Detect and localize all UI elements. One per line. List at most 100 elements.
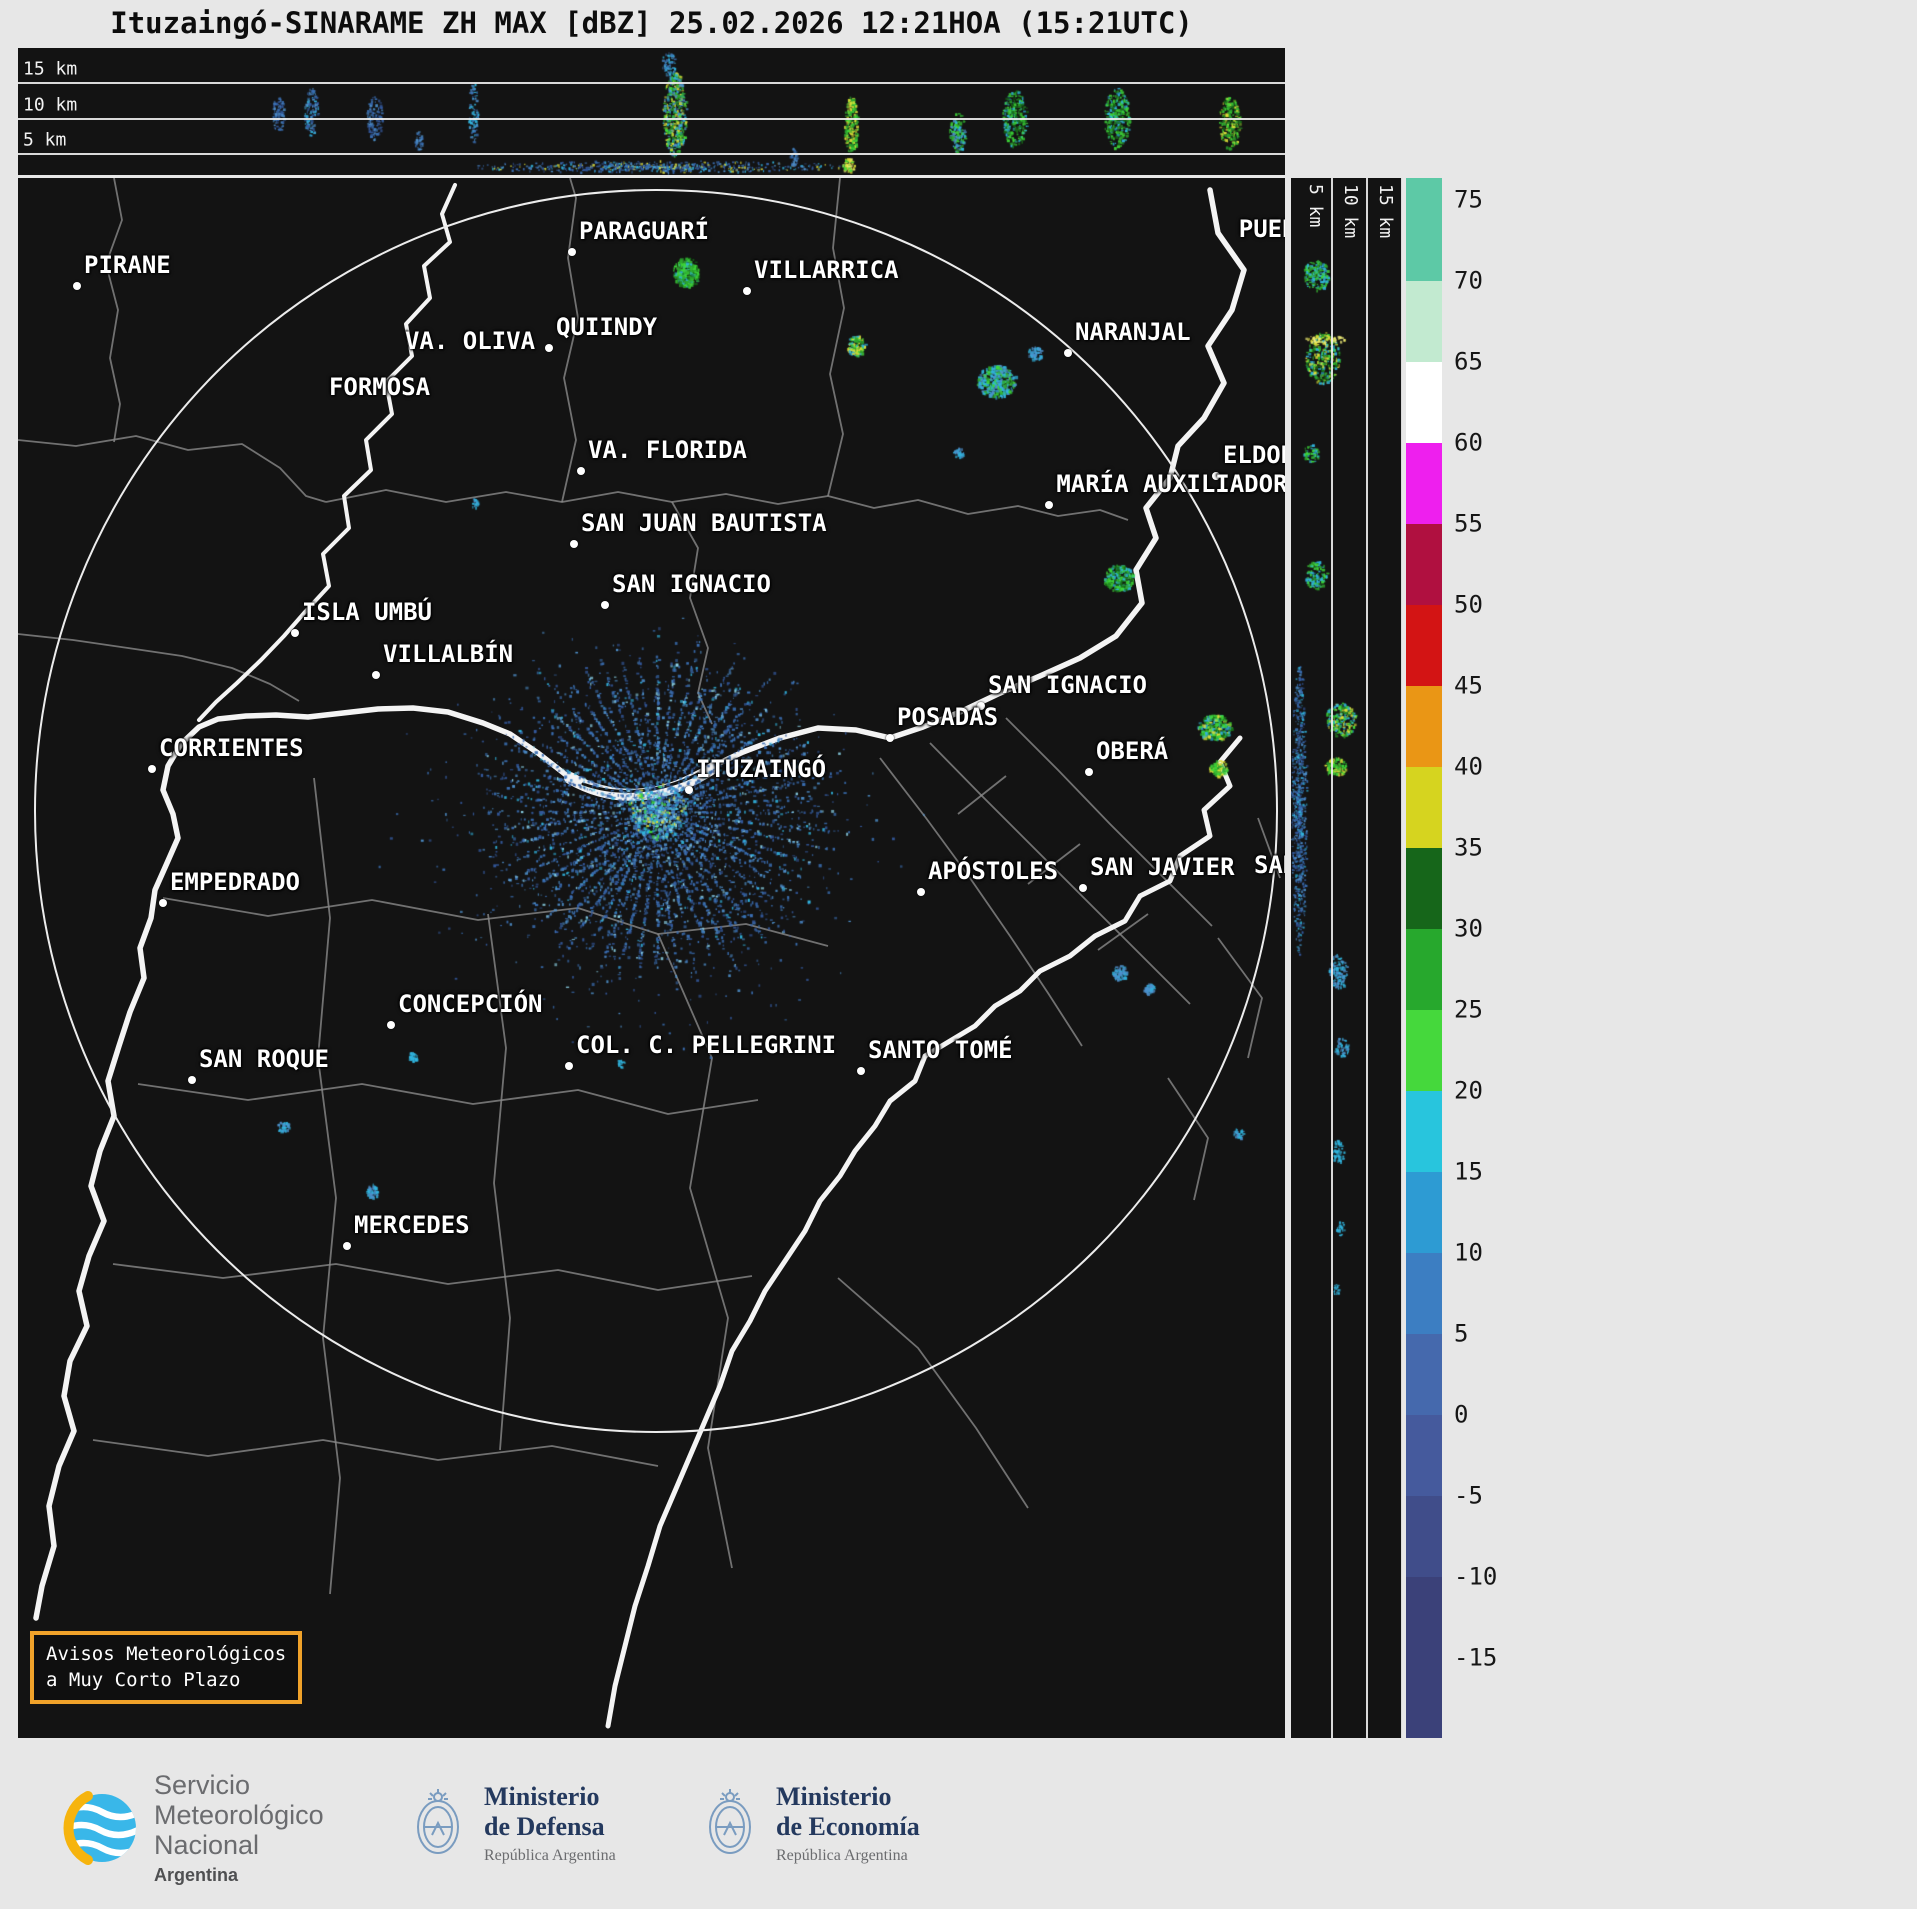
altitude-label: 15 km xyxy=(23,58,78,80)
altitude-label: 10 km xyxy=(23,94,78,116)
city-dot xyxy=(1063,349,1072,358)
altitude-gridline xyxy=(1331,178,1333,1738)
city-dot xyxy=(743,286,752,295)
colorbar-tick-label: 70 xyxy=(1454,266,1483,295)
colorbar-gradient xyxy=(1406,178,1442,1738)
colorbar-segment xyxy=(1406,1415,1442,1496)
smn-logo-icon xyxy=(63,1790,136,1865)
city-label: ITUZAINGÓ xyxy=(696,754,827,783)
city-label: QUIINDY xyxy=(555,313,658,342)
advisory-line2: a Muy Corto Plazo xyxy=(46,1669,241,1692)
city-dot xyxy=(343,1241,352,1250)
colorbar-segment xyxy=(1406,1496,1442,1577)
colorbar-segment xyxy=(1406,767,1442,848)
city-dot xyxy=(544,344,553,353)
altitude-gridline xyxy=(1401,178,1402,1738)
colorbar-segment xyxy=(1406,524,1442,605)
city-label: SAN xyxy=(1253,851,1285,880)
smn-country: Argentina xyxy=(154,1864,239,1885)
city-dot xyxy=(977,702,986,711)
city-dot xyxy=(885,734,894,743)
colorbar-segment xyxy=(1406,1253,1442,1334)
city-label: CORRIENTES xyxy=(159,733,304,762)
economia-branding: Ministerio de Economía República Argenti… xyxy=(698,1782,920,1865)
city-dot xyxy=(568,247,577,256)
colorbar-segment xyxy=(1406,362,1442,443)
colorbar-tick-label: -10 xyxy=(1454,1562,1498,1591)
colorbar-tick-label: -5 xyxy=(1454,1481,1483,1510)
radar-echoes-canvas xyxy=(18,178,1285,1738)
footer: Servicio Meteorológico Nacional Argentin… xyxy=(0,1744,1917,1909)
altitude-gridline xyxy=(18,153,1285,156)
colorbar-segment xyxy=(1406,281,1442,362)
city-label: CONCEPCIÓN xyxy=(398,989,543,1018)
right-cross-section-panel: 5 km 10 km 15 km xyxy=(1291,178,1402,1738)
city-label: ELDORADO xyxy=(1222,440,1285,469)
economia-wordmark: Ministerio de Economía República Argenti… xyxy=(776,1782,920,1865)
colorbar: 75 70 65 60 55 50 45 40 35 30 25 20 15 10 5 0 -5 -10 -15 xyxy=(1406,178,1566,1738)
city-label: VILLARRICA xyxy=(754,255,899,284)
colorbar-segment xyxy=(1406,200,1442,281)
city-label: SAN ROQUE xyxy=(198,1044,329,1073)
altitude-label: 5 km xyxy=(23,129,67,151)
city-label: VILLALBÍN xyxy=(383,640,514,669)
defensa-crest-icon xyxy=(417,1789,459,1855)
ministry-sub: República Argentina xyxy=(776,1846,908,1864)
colorbar-segment xyxy=(1406,178,1442,200)
colorbar-segment xyxy=(1406,848,1442,929)
colorbar-segment xyxy=(1406,443,1442,524)
ministry-line: Ministerio xyxy=(776,1782,892,1811)
advisory-box[interactable]: Avisos Meteorológicos a Muy Corto Plazo xyxy=(30,1630,303,1704)
altitude-label: 15 km xyxy=(1375,184,1396,239)
city-dot xyxy=(290,629,299,638)
city-dot xyxy=(73,281,82,290)
smn-line: Servicio xyxy=(154,1770,251,1800)
colorbar-segment xyxy=(1406,605,1442,686)
radar-map: PIRANE PARAGUARÍ VILLARRICA QUIINDY VA. OLIV… xyxy=(18,178,1285,1738)
colorbar-segment xyxy=(1406,1658,1442,1738)
colorbar-segment xyxy=(1406,1010,1442,1091)
colorbar-tick-label: 75 xyxy=(1454,185,1483,214)
altitude-gridline xyxy=(18,82,1285,85)
city-dot xyxy=(565,1061,574,1070)
colorbar-tick-label: 20 xyxy=(1454,1076,1483,1105)
city-label: APÓSTOLES xyxy=(927,857,1059,885)
city-dot xyxy=(1045,500,1054,509)
city-label: MARÍA AUXILIADORA xyxy=(1056,469,1285,498)
city-dot xyxy=(1211,471,1220,480)
city-label: ISLA UMBÚ xyxy=(301,598,432,627)
city-label: SAN IGNACIO xyxy=(988,671,1147,700)
city-label: PUERTO xyxy=(1238,214,1285,243)
colorbar-tick-label: 60 xyxy=(1454,428,1483,457)
city-dot xyxy=(601,600,609,609)
defensa-branding: Ministerio de Defensa República Argentin… xyxy=(406,1782,616,1865)
altitude-gridline xyxy=(1366,178,1368,1738)
colorbar-tick-label: 35 xyxy=(1454,833,1483,862)
city-dot xyxy=(1079,883,1088,892)
city-label: SAN JUAN BAUTISTA xyxy=(580,508,827,537)
city-label: MERCEDES xyxy=(354,1210,470,1239)
colorbar-tick-label: 0 xyxy=(1454,1400,1469,1429)
colorbar-segment xyxy=(1406,1577,1442,1658)
city-dot xyxy=(148,764,157,773)
city-layer: PIRANE PARAGUARÍ VILLARRICA QUIINDY VA. OLIV… xyxy=(18,178,1285,1738)
advisory-line1: Avisos Meteorológicos xyxy=(46,1642,287,1665)
city-label: COL. C. PELLEGRINI xyxy=(576,1030,837,1059)
ministry-sub: República Argentina xyxy=(484,1846,616,1864)
colorbar-segment xyxy=(1406,1091,1442,1172)
top-cross-section-panel: 15 km 10 km 5 km xyxy=(18,48,1285,175)
altitude-label: 5 km xyxy=(1305,184,1326,228)
ministry-line: de Defensa xyxy=(484,1811,605,1841)
ministry-line: Ministerio xyxy=(484,1782,600,1811)
economia-crest-icon xyxy=(709,1789,751,1855)
city-dot xyxy=(685,785,693,794)
colorbar-tick-label: 15 xyxy=(1454,1157,1483,1186)
city-dot xyxy=(387,1020,395,1029)
colorbar-tick-label: 40 xyxy=(1454,752,1483,781)
city-label: VA. OLIVA xyxy=(404,326,536,355)
colorbar-segment xyxy=(1406,929,1442,1010)
city-label: SAN JAVIER xyxy=(1090,852,1235,881)
colorbar-tick-label: 25 xyxy=(1454,995,1483,1024)
city-label: POSADAS xyxy=(896,703,999,732)
city-label: SANTO TOMÉ xyxy=(868,1035,1013,1064)
